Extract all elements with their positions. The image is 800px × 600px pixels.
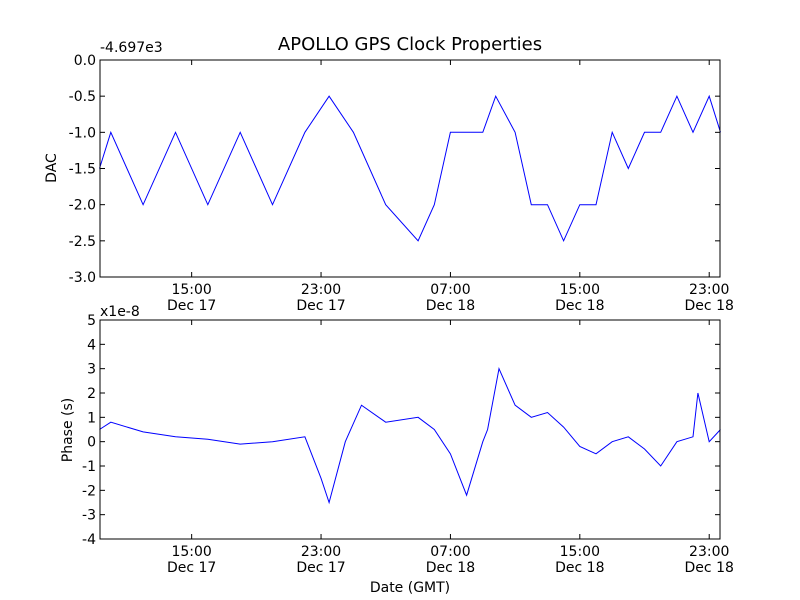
xtick-date-label: Dec 17 (296, 298, 345, 314)
phase-offset-label: x1e-8 (100, 304, 140, 320)
xtick-time-label: 07:00 (430, 544, 470, 560)
ytick-label: 3 (87, 362, 96, 378)
ytick-label: 1 (87, 410, 96, 426)
dac-series-line (99, 94, 721, 243)
ytick-label: -0.5 (69, 89, 96, 105)
phase-xlabel: Date (GMT) (370, 580, 450, 596)
xtick-time-label: 15:00 (171, 282, 211, 298)
ytick-label: -3 (82, 508, 96, 524)
xtick-date-label: Dec 18 (685, 560, 734, 576)
xtick-time-label: 15:00 (560, 282, 600, 298)
xtick-date-label: Dec 17 (167, 560, 216, 576)
dac-yticks: -3.0 -2.5 -2.0 -1.5 -1.0 -0.5 0.0 (69, 53, 720, 286)
ytick-label: -1.0 (69, 125, 96, 141)
xtick-date-label: Dec 18 (426, 560, 475, 576)
phase-ylabel: Phase (s) (60, 398, 76, 462)
phase-yticks: -4 -3 -2 -1 0 1 2 3 4 5 (82, 313, 720, 548)
ytick-label: 0.0 (74, 53, 96, 69)
xtick-time-label: 23:00 (301, 282, 341, 298)
ytick-label: -3.0 (69, 270, 96, 286)
xtick-time-label: 23:00 (301, 544, 341, 560)
ytick-label: -2.0 (69, 198, 96, 214)
ytick-label: -1.5 (69, 162, 96, 178)
xtick-date-label: Dec 18 (555, 560, 604, 576)
xtick-time-label: 15:00 (171, 544, 211, 560)
phase-series-line (99, 367, 721, 505)
xtick-time-label: 23:00 (689, 282, 729, 298)
ytick-label: -1 (82, 459, 96, 475)
xtick-time-label: 15:00 (560, 544, 600, 560)
dac-axes-frame (99, 59, 721, 278)
ytick-label: -2.5 (69, 234, 96, 250)
xtick-time-label: 07:00 (430, 282, 470, 298)
ytick-label: -2 (82, 483, 96, 499)
ytick-label: 2 (87, 386, 96, 402)
xtick-date-label: Dec 18 (685, 298, 734, 314)
ytick-label: 4 (87, 337, 96, 353)
ytick-label: -4 (82, 532, 96, 548)
xtick-date-label: Dec 17 (296, 560, 345, 576)
chart-title: APOLLO GPS Clock Properties (278, 34, 542, 55)
xtick-date-label: Dec 18 (426, 298, 475, 314)
xtick-time-label: 23:00 (689, 544, 729, 560)
xtick-date-label: Dec 17 (167, 298, 216, 314)
xtick-date-label: Dec 18 (555, 298, 604, 314)
dac-ylabel: DAC (44, 153, 60, 183)
ytick-label: 5 (87, 313, 96, 329)
phase-axes-frame (99, 319, 721, 540)
ytick-label: 0 (87, 435, 96, 451)
dac-offset-label: -4.697e3 (100, 40, 163, 56)
